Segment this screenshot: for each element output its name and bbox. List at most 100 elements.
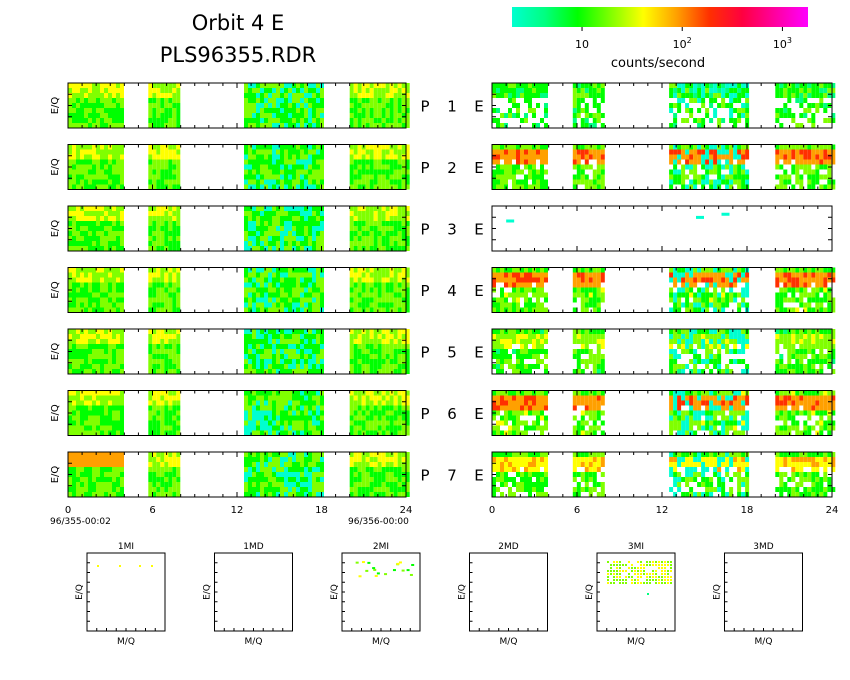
data-cell bbox=[512, 272, 516, 278]
data-cell bbox=[725, 164, 730, 170]
data-cell bbox=[108, 272, 112, 278]
data-cell bbox=[823, 287, 828, 293]
data-cell bbox=[673, 329, 678, 334]
data-cell bbox=[312, 292, 316, 298]
data-cell bbox=[264, 88, 268, 93]
data-cell bbox=[701, 359, 706, 364]
data-cell bbox=[268, 339, 272, 344]
data-cell bbox=[244, 123, 248, 128]
data-cell bbox=[244, 174, 248, 180]
data-cell bbox=[280, 241, 284, 246]
data-cell bbox=[669, 339, 674, 344]
data-cell bbox=[592, 154, 597, 160]
data-cell bbox=[397, 339, 402, 344]
data-cell bbox=[745, 149, 750, 155]
data-cell bbox=[592, 98, 597, 103]
data-cell bbox=[532, 344, 536, 349]
data-cell bbox=[381, 287, 386, 293]
data-cell bbox=[500, 287, 504, 293]
data-cell bbox=[669, 344, 674, 349]
data-cell bbox=[572, 272, 577, 278]
data-cell bbox=[292, 277, 296, 283]
data-cell bbox=[264, 226, 268, 231]
data-cell bbox=[88, 221, 92, 226]
data-cell bbox=[831, 179, 836, 185]
data-cell bbox=[673, 349, 678, 354]
data-cell bbox=[592, 267, 597, 273]
data-cell bbox=[721, 272, 726, 278]
data-cell bbox=[148, 282, 153, 288]
data-cell bbox=[84, 277, 88, 283]
data-cell bbox=[304, 221, 308, 226]
data-cell bbox=[108, 236, 112, 241]
data-cell bbox=[689, 277, 694, 283]
data-cell bbox=[596, 364, 601, 369]
data-cell bbox=[280, 221, 284, 226]
data-cell bbox=[84, 307, 88, 313]
data-cell bbox=[172, 292, 177, 298]
data-cell bbox=[276, 211, 280, 216]
data-cell bbox=[775, 344, 780, 349]
data-cell bbox=[156, 88, 161, 93]
data-cell bbox=[357, 169, 362, 175]
data-cell bbox=[504, 344, 508, 349]
data-cell bbox=[68, 88, 72, 93]
data-cell bbox=[741, 287, 746, 293]
data-cell bbox=[104, 415, 108, 421]
data-cell bbox=[393, 98, 398, 103]
data-cell bbox=[172, 297, 177, 303]
data-cell bbox=[775, 359, 780, 364]
data-cell bbox=[365, 231, 370, 236]
data-cell bbox=[717, 339, 722, 344]
data-cell bbox=[284, 231, 288, 236]
data-cell bbox=[532, 93, 536, 98]
data-cell bbox=[160, 302, 165, 308]
data-cell bbox=[320, 236, 324, 241]
data-cell bbox=[512, 103, 516, 108]
data-cell bbox=[588, 277, 593, 283]
data-cell bbox=[405, 108, 410, 113]
data-cell bbox=[544, 292, 548, 298]
data-cell bbox=[709, 154, 714, 160]
data-cell bbox=[300, 287, 304, 293]
data-cell bbox=[308, 149, 312, 155]
data-cell bbox=[168, 149, 173, 155]
data-cell bbox=[540, 277, 544, 283]
data-cell bbox=[312, 123, 316, 128]
data-cell bbox=[152, 118, 157, 123]
data-cell bbox=[104, 118, 108, 123]
data-cell bbox=[544, 364, 548, 369]
data-cell bbox=[164, 113, 169, 118]
data-cell bbox=[496, 149, 500, 155]
data-cell bbox=[120, 302, 124, 308]
data-cell bbox=[705, 349, 710, 354]
data-cell bbox=[689, 179, 694, 185]
data-cell bbox=[260, 144, 264, 150]
data-cell bbox=[316, 174, 320, 180]
data-cell bbox=[528, 307, 532, 313]
data-cell bbox=[148, 415, 153, 421]
data-cell bbox=[84, 169, 88, 175]
data-cell bbox=[369, 164, 374, 170]
row-label-suffix: E bbox=[474, 221, 483, 239]
data-cell bbox=[276, 83, 280, 88]
data-cell bbox=[296, 118, 300, 123]
data-cell bbox=[176, 144, 181, 150]
data-cell bbox=[405, 282, 410, 288]
data-cell bbox=[705, 329, 710, 334]
data-cell bbox=[783, 272, 788, 278]
data-cell bbox=[689, 184, 694, 190]
data-cell bbox=[100, 359, 104, 364]
data-cell bbox=[76, 282, 80, 288]
data-cell bbox=[701, 329, 706, 334]
data-cell bbox=[693, 159, 698, 165]
data-cell bbox=[737, 272, 742, 278]
data-cell bbox=[393, 339, 398, 344]
data-cell bbox=[725, 369, 730, 374]
data-cell bbox=[308, 83, 312, 88]
data-cell bbox=[112, 329, 116, 334]
data-cell bbox=[528, 159, 532, 165]
data-cell bbox=[280, 211, 284, 216]
data-cell bbox=[693, 164, 698, 170]
data-cell bbox=[72, 359, 76, 364]
